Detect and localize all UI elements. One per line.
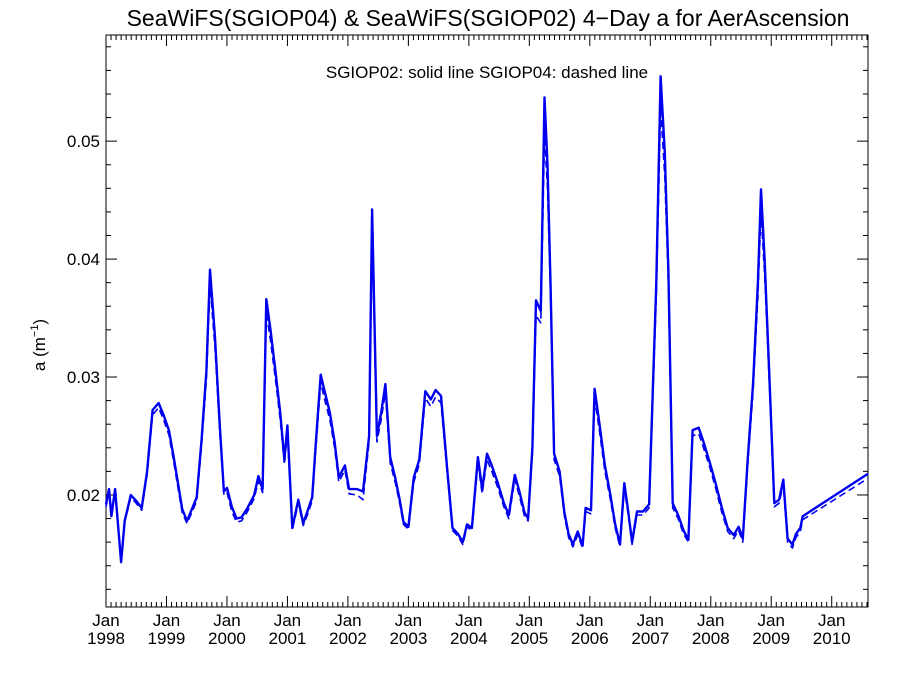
x-tick-label-year: 2005 xyxy=(510,629,548,648)
x-tick-label-year: 2007 xyxy=(631,629,669,648)
series-annotation: SGIOP02: solid line SGIOP04: dashed line xyxy=(326,63,648,82)
x-tick-label-month: Jan xyxy=(153,611,180,630)
y-axis-label-close: ) xyxy=(30,319,49,325)
x-tick-label-year: 2003 xyxy=(389,629,427,648)
series-line-sgiop02 xyxy=(104,75,869,564)
x-tick-label-month: Jan xyxy=(818,611,845,630)
x-tick-label-month: Jan xyxy=(92,611,119,630)
x-tick-label-year: 2009 xyxy=(752,629,790,648)
x-tick-label-month: Jan xyxy=(576,611,603,630)
y-tick-label: 0.05 xyxy=(67,132,100,151)
x-tick-label-year: 2002 xyxy=(329,629,367,648)
y-tick-label: 0.02 xyxy=(67,486,100,505)
x-tick-label-year: 2000 xyxy=(208,629,246,648)
chart-title: SeaWiFS(SGIOP04) & SeaWiFS(SGIOP02) 4−Da… xyxy=(127,5,850,31)
plot-series xyxy=(104,75,869,564)
plot-frame xyxy=(105,34,869,608)
y-axis-label: a (m−1) xyxy=(29,319,49,371)
x-tick-label-year: 1999 xyxy=(148,629,186,648)
x-tick-label-month: Jan xyxy=(758,611,785,630)
series-line-sgiop04 xyxy=(105,107,869,564)
x-tick-label-month: Jan xyxy=(516,611,543,630)
x-tick-label-year: 2010 xyxy=(813,629,851,648)
x-tick-label-month: Jan xyxy=(395,611,422,630)
x-tick-label-month: Jan xyxy=(213,611,240,630)
x-tick-label-year: 1998 xyxy=(87,629,125,648)
x-tick-label-month: Jan xyxy=(274,611,301,630)
x-tick-label-year: 2001 xyxy=(269,629,307,648)
x-tick-label-month: Jan xyxy=(334,611,361,630)
plot-axes: Jan1998Jan1999Jan2000Jan2001Jan2002Jan20… xyxy=(67,34,869,648)
y-tick-label: 0.04 xyxy=(67,250,100,269)
x-tick-label-year: 2004 xyxy=(450,629,488,648)
y-tick-label: 0.03 xyxy=(67,368,100,387)
x-tick-label-month: Jan xyxy=(455,611,482,630)
x-tick-label-year: 2006 xyxy=(571,629,609,648)
x-tick-label-year: 2008 xyxy=(692,629,730,648)
y-axis-label-sup: −1 xyxy=(29,325,41,338)
x-tick-label-month: Jan xyxy=(637,611,664,630)
y-axis-label-main: a (m xyxy=(30,337,49,371)
x-tick-label-month: Jan xyxy=(697,611,724,630)
